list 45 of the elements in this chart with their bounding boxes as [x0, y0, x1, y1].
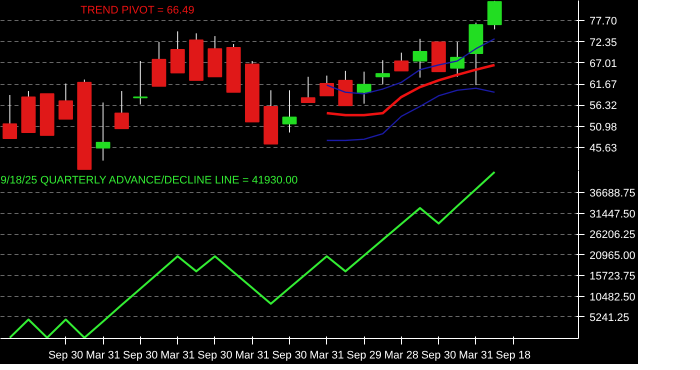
candlestick — [133, 60, 148, 105]
candlestick — [96, 102, 110, 162]
y-tick-label: 61.67 — [590, 79, 618, 92]
x-tick-label: Mar 31 — [160, 350, 195, 362]
candlestick — [282, 90, 297, 134]
candlestick — [412, 38, 428, 78]
x-tick-label: Sep 30 — [272, 350, 307, 362]
y-tick-label: 77.70 — [590, 16, 618, 28]
x-tick-label: Mar 28 — [384, 350, 419, 362]
line-series — [326, 64, 496, 116]
y-tick-label: 36688.75 — [590, 188, 636, 200]
candlestick — [2, 94, 18, 139]
chart-title: TREND PIVOT = 66.49 — [80, 4, 194, 16]
x-tick-label: Sep 30 — [122, 350, 158, 362]
x-tick-label: Sep 30 — [421, 350, 456, 362]
y-tick-label: 31447.50 — [590, 208, 636, 220]
x-tick-label: Sep 30 — [48, 350, 84, 362]
y-tick-label: 10482.50 — [590, 291, 636, 304]
y-tick-label: 72.35 — [590, 36, 618, 49]
candlestick — [170, 30, 185, 74]
candlestick — [300, 76, 316, 103]
y-tick-label: 45.63 — [590, 142, 618, 154]
candlestick — [487, 0, 502, 30]
candlestick — [376, 60, 390, 85]
y-tick-label: 20965.00 — [590, 250, 636, 262]
x-tick-label: Mar 31 — [310, 350, 344, 362]
y-tick-label: 50.98 — [590, 121, 618, 134]
y-tick-label: 56.32 — [590, 100, 618, 112]
chart-title: 9/18/25 QUARTERLY ADVANCE/DECLINE LINE = 41930.00 — [0, 174, 298, 186]
x-tick-label: Mar 31 — [86, 350, 120, 362]
y-tick-label: 67.01 — [590, 58, 618, 70]
x-tick-label: Mar 31 — [458, 350, 494, 362]
candlestick — [114, 90, 129, 130]
y-tick-label: 5241.25 — [590, 312, 630, 324]
y-tick-label: 26206.25 — [590, 229, 636, 242]
x-tick-label: Sep 18 — [496, 350, 531, 362]
x-tick-label: Sep 30 — [197, 350, 232, 362]
candlestick — [320, 75, 334, 96]
candlestick — [394, 52, 409, 72]
candlestick — [58, 83, 73, 120]
x-tick-label: Sep 29 — [346, 350, 382, 362]
line-series — [326, 88, 496, 142]
y-tick-label: 15723.75 — [590, 270, 636, 283]
x-tick-label: Mar 31 — [235, 350, 270, 362]
candlestick — [356, 71, 372, 104]
